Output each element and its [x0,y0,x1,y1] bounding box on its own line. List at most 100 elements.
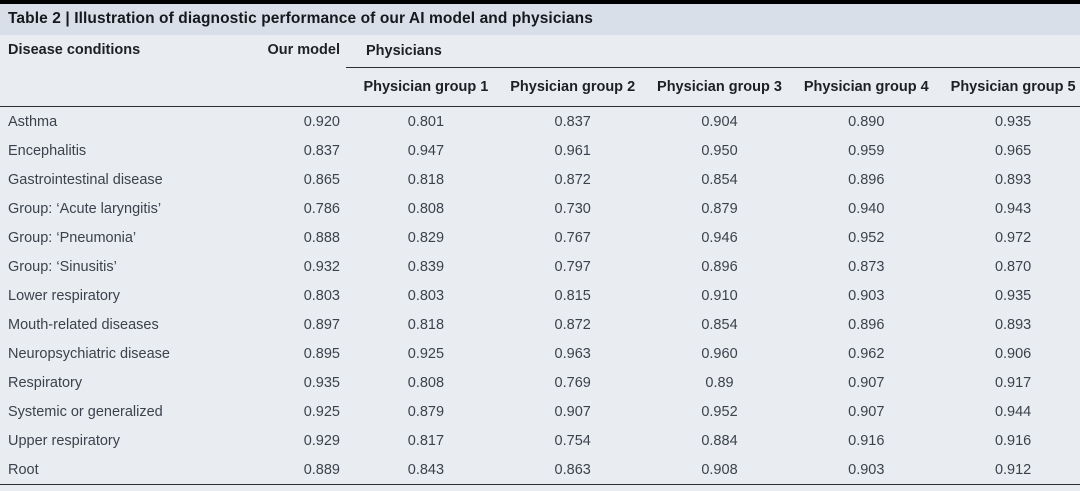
physician-group-4-value-cell: 0.915 [786,484,934,491]
table-row: Group: ‘Acute laryngitis’ 0.786 0.808 0.730… [0,194,1080,223]
physician-group-4-value-cell: 0.952 [848,229,885,246]
physician-group-5-value-cell: 0.906 [994,345,1032,362]
physician-group-2-value-cell: 0.837 [554,113,591,130]
our-model-value-cell: 0.889 [303,461,340,478]
physician-group-4-value-cell: 0.940 [848,200,885,217]
our-model-value-cell: 0.897 [303,316,340,333]
disease-condition-cell: Systemic or generalized [8,403,163,420]
physician-group-2-value-cell: 0.797 [554,258,591,275]
physician-group-1-value-cell: 0.808 [407,374,445,391]
physician-group-2-value-cell: 0.872 [554,171,591,188]
disease-condition-cell: Lower respiratory [8,287,121,304]
table-title-text: Table 2 | Illustration of diagnostic per… [8,10,593,27]
disease-condition-cell: Average F1 score [0,484,262,491]
our-model-value-cell: 0.920 [303,113,340,130]
physician-group-4-value-cell: 0.896 [848,316,885,333]
our-model-value-cell: 0.786 [303,200,340,217]
physician-group-2-value-cell: 0.963 [554,345,591,362]
physician-group-3-value-cell: 0.896 [701,258,738,275]
physician-group-2-value-cell: 0.839 [492,484,640,491]
disease-condition-cell: Group: ‘Pneumonia’ [8,229,137,246]
physician-group-5-value-cell: 0.893 [994,171,1032,188]
physician-group-3-value-cell: 0.946 [701,229,738,246]
physician-group-2-value-cell: 0.872 [554,316,591,333]
physician-group-1-value-cell: 0.879 [407,403,445,420]
our-model-value-cell: 0.929 [303,432,340,449]
physician-group-2-value-cell: 0.754 [554,432,591,449]
physician-group-1-value-cell: 0.808 [407,200,445,217]
our-model-value-cell: 0.885 [262,484,346,491]
table-row: Root 0.889 0.843 0.863 0.908 0.903 0.912 [0,455,1080,485]
disease-condition-cell: Mouth-related diseases [8,316,159,333]
physician-group-5-value-cell: 0.943 [994,200,1032,217]
physician-group-1-value-cell: 0.843 [407,461,445,478]
our-model-value-cell: 0.932 [303,258,340,275]
physician-group-2-value-cell: 0.863 [554,461,591,478]
table-row: Group: ‘Pneumonia’ 0.888 0.829 0.767 0.946 0.… [0,223,1080,252]
disease-condition-cell: Encephalitis [8,142,87,159]
header-our-model: Our model [262,35,346,107]
physician-group-1-value-cell: 0.839 [407,258,445,275]
physician-group-4-value-cell: 0.916 [848,432,885,449]
top-rule [0,0,1080,4]
physician-group-3-value-cell: 0.854 [701,316,738,333]
physician-group-3-value-cell: 0.884 [701,432,738,449]
disease-condition-cell: Neuropsychiatric disease [8,345,170,362]
performance-table: Disease conditions Our model Physicians … [0,35,1080,491]
header-disease-conditions: Disease conditions [0,35,262,107]
table-body: Asthma 0.920 0.801 0.837 0.904 0.890 0.935 Ence… [0,107,1080,491]
physician-group-1-value-cell: 0.801 [407,113,445,130]
physician-group-1-value-cell: 0.818 [407,316,445,333]
physician-group-2-value-cell: 0.907 [554,403,591,420]
our-model-value-cell: 0.803 [303,287,340,304]
table-row: Mouth-related diseases 0.897 0.818 0.872 0.8… [0,310,1080,339]
table-title: Table 2 | Illustration of diagnostic per… [0,4,1080,35]
physician-group-1-value-cell: 0.818 [407,171,445,188]
physician-group-5-value-cell: 0.935 [994,287,1032,304]
disease-condition-cell: Group: ‘Sinusitis’ [8,258,117,275]
physician-group-5-value-cell: 0.912 [994,461,1032,478]
physician-group-3-value-cell: 0.879 [701,200,738,217]
header-physician-group-5: Physician group 5 [933,67,1080,108]
table-row: Gastrointestinal disease 0.865 0.818 0.872 0… [0,165,1080,194]
our-model-value-cell: 0.865 [303,171,340,188]
header-physician-group-4: Physician group 4 [786,67,934,108]
table-row: Upper respiratory 0.929 0.817 0.754 0.884 0.9… [0,426,1080,455]
physician-group-1-value-cell: 0.925 [407,345,445,362]
our-model-value-cell: 0.895 [303,345,340,362]
header-physician-group-3: Physician group 3 [639,67,787,108]
physician-group-4-value-cell: 0.962 [848,345,885,362]
physician-group-5-value-cell: 0.935 [994,113,1032,130]
physician-group-5-value-cell: 0.917 [994,374,1032,391]
physician-group-3-value-cell: 0.89 [705,374,734,391]
physician-group-3-value-cell: 0.952 [701,403,738,420]
physician-group-3-value-cell: 0.910 [701,287,738,304]
disease-condition-cell: Upper respiratory [8,432,121,449]
table-header: Disease conditions Our model Physicians … [0,35,1080,108]
physician-group-3-value-cell: 0.907 [639,484,787,491]
disease-condition-cell: Respiratory [8,374,83,391]
disease-condition-cell: Root [8,461,39,478]
physician-group-1-value-cell: 0.829 [407,229,445,246]
physician-group-2-value-cell: 0.769 [554,374,591,391]
table-row: Asthma 0.920 0.801 0.837 0.904 0.890 0.935 [0,107,1080,137]
disease-condition-cell: Asthma [8,113,58,130]
physician-group-3-value-cell: 0.854 [701,171,738,188]
header-physicians: Physicians [346,35,1080,68]
physician-group-1-value-cell: 0.947 [407,142,445,159]
table-row: Group: ‘Sinusitis’ 0.932 0.839 0.797 0.896 0.… [0,252,1080,281]
header-row-main: Disease conditions Our model Physicians [0,35,1080,107]
physician-group-5-value-cell: 0.893 [994,316,1032,333]
table-row: Neuropsychiatric disease 0.895 0.925 0.963 0… [0,339,1080,368]
table-row: Encephalitis 0.837 0.947 0.961 0.950 0.959 0.9… [0,136,1080,165]
table-row: Lower respiratory 0.803 0.803 0.815 0.910 0.9… [0,281,1080,310]
physician-group-4-value-cell: 0.903 [848,461,885,478]
header-physician-group-1: Physician group 1 [346,67,493,108]
physician-group-5-value-cell: 0.972 [994,229,1032,246]
disease-condition-cell: Gastrointestinal disease [8,171,163,188]
physician-group-2-value-cell: 0.815 [554,287,591,304]
physician-group-5-value-cell: 0.944 [994,403,1032,420]
physician-group-4-value-cell: 0.890 [848,113,885,130]
table-row: Systemic or generalized 0.925 0.879 0.907 0.… [0,397,1080,426]
physician-group-4-value-cell: 0.903 [848,287,885,304]
